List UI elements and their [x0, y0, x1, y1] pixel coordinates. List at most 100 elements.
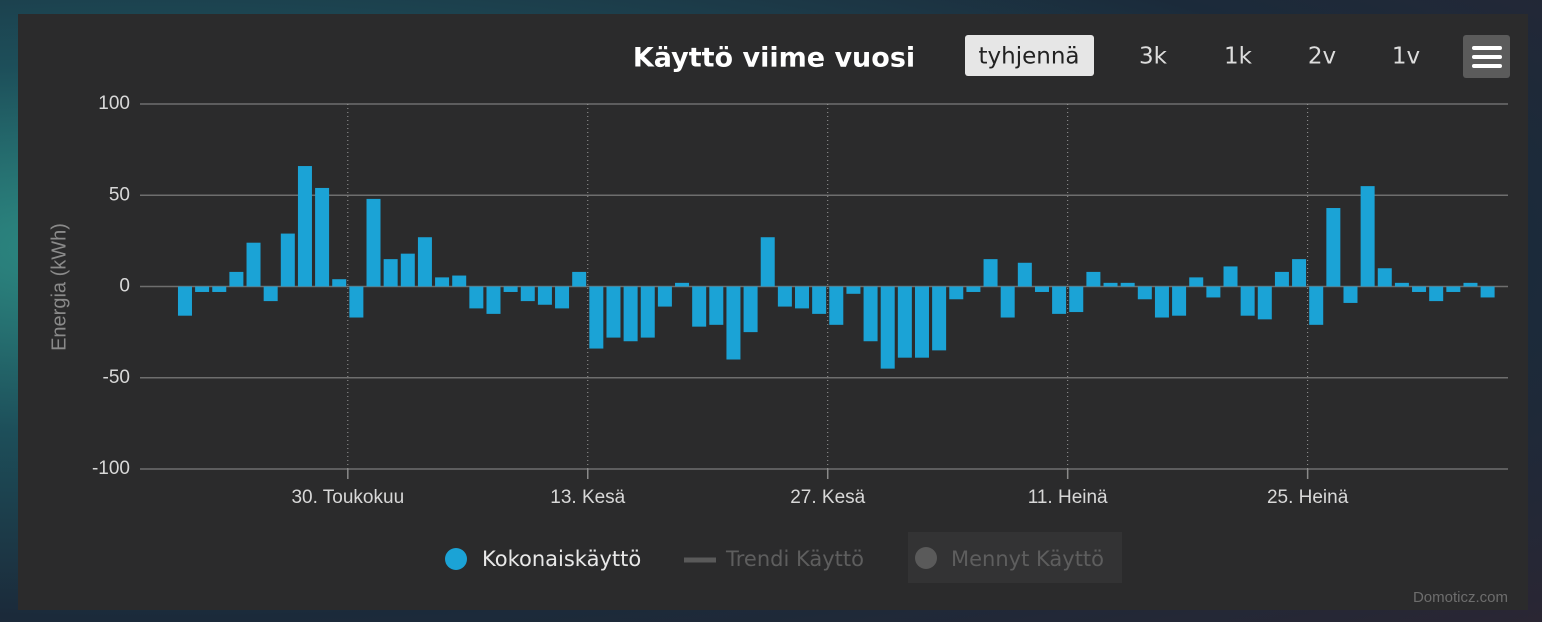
menu-button[interactable] — [1463, 35, 1510, 78]
x-tick-label: 25. Heinä — [1267, 487, 1349, 508]
bar — [1086, 271, 1101, 287]
bar — [555, 286, 570, 309]
bar — [760, 237, 775, 287]
toolbar-button[interactable]: 1v — [1392, 44, 1420, 70]
y-axis-label: Energia (kWh) — [48, 223, 70, 351]
bar — [1343, 286, 1358, 303]
x-tick-label: 11. Heinä — [1028, 487, 1108, 508]
y-tick-label: 100 — [98, 93, 130, 114]
bar — [1257, 286, 1272, 320]
bar — [520, 286, 535, 302]
bar — [949, 286, 964, 300]
legend-label[interactable]: Mennyt Käyttö — [951, 547, 1104, 571]
bar — [743, 286, 758, 333]
y-tick-label: -100 — [92, 458, 130, 479]
bar — [914, 286, 929, 358]
toolbar-button[interactable]: tyhjennä — [979, 44, 1080, 70]
bar — [177, 286, 192, 316]
bar — [537, 286, 552, 305]
bar — [1154, 286, 1169, 318]
bar — [263, 286, 278, 302]
bar — [863, 286, 878, 342]
credits: Domoticz.com — [1413, 589, 1508, 606]
bar — [1292, 259, 1307, 287]
y-tick-label: 0 — [119, 276, 130, 297]
bar — [486, 286, 501, 314]
bar — [332, 279, 347, 287]
x-tick-label: 27. Kesä — [790, 487, 865, 508]
legend-label[interactable]: Kokonaiskäyttö — [482, 547, 641, 571]
bar — [1429, 286, 1444, 302]
bar — [932, 286, 947, 351]
bar — [503, 286, 518, 292]
toolbar-button[interactable]: 2v — [1308, 44, 1336, 70]
bar — [777, 286, 792, 307]
bar — [1360, 186, 1375, 287]
bar — [212, 286, 227, 292]
bar — [606, 286, 621, 338]
bar — [452, 275, 467, 287]
legend-label[interactable]: Trendi Käyttö — [725, 547, 864, 571]
bar — [589, 286, 604, 349]
bar — [1103, 282, 1118, 287]
bar — [795, 286, 810, 309]
legend-marker — [915, 547, 937, 569]
bar — [1189, 277, 1204, 287]
bar — [229, 271, 244, 287]
bar — [1017, 262, 1032, 287]
bar — [880, 286, 895, 369]
y-tick-label: 50 — [109, 184, 130, 205]
x-tick-label: 30. Toukokuu — [291, 487, 404, 508]
bar — [726, 286, 741, 360]
bar — [1463, 282, 1478, 287]
bar — [897, 286, 912, 358]
button-bg — [965, 35, 1094, 76]
bar — [1240, 286, 1255, 316]
bar — [349, 286, 364, 318]
bar — [640, 286, 655, 338]
bar — [400, 253, 415, 287]
bar — [1034, 286, 1049, 292]
bar — [983, 259, 998, 287]
y-tick-label: -50 — [103, 367, 130, 388]
bar — [1446, 286, 1461, 292]
bar — [657, 286, 672, 307]
bar — [572, 271, 587, 287]
bar — [1000, 286, 1015, 318]
toolbar-button[interactable]: 1k — [1224, 44, 1253, 70]
bar — [297, 166, 312, 287]
bar — [1326, 208, 1341, 287]
bar — [246, 242, 261, 287]
panel — [18, 14, 1528, 610]
bar — [1394, 282, 1409, 287]
legend-marker — [445, 548, 467, 570]
legend-inactive-bg — [908, 532, 1122, 583]
bar — [675, 282, 690, 287]
bar — [812, 286, 827, 314]
bar — [1137, 286, 1152, 300]
bar — [692, 286, 707, 327]
bar — [366, 198, 381, 287]
bar — [1052, 286, 1067, 314]
bar — [195, 286, 210, 292]
bar — [280, 233, 295, 287]
bar — [1206, 286, 1221, 298]
x-tick-label: 13. Kesä — [550, 487, 625, 508]
bar — [1120, 282, 1135, 287]
bar — [1309, 286, 1324, 325]
toolbar-button[interactable]: 3k — [1139, 44, 1168, 70]
bar — [623, 286, 638, 342]
bar — [469, 286, 484, 309]
bar — [966, 286, 981, 292]
bar — [1412, 286, 1427, 292]
bar — [1172, 286, 1187, 316]
chart-title: Käyttö viime vuosi — [633, 43, 915, 74]
bar — [315, 187, 330, 287]
bar — [435, 277, 450, 287]
bar — [846, 286, 861, 294]
bar — [829, 286, 844, 325]
bar — [417, 237, 432, 287]
bar — [1274, 271, 1289, 287]
bar — [1223, 266, 1238, 287]
